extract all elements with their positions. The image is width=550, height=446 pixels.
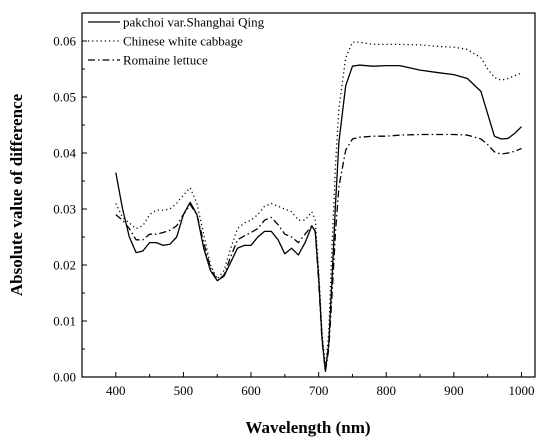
x-tick-label: 1000 <box>508 383 534 398</box>
y-tick-label: 0.06 <box>53 34 76 49</box>
x-axis-ticks: 400 500 600 700 800 900 1000 <box>81 372 534 398</box>
y-tick-label: 0.02 <box>53 258 76 273</box>
x-tick-label: 700 <box>309 383 329 398</box>
y-axis-title: Absolute value of difference <box>7 93 26 296</box>
y-tick-label: 0.05 <box>53 90 76 105</box>
series-line-1 <box>115 64 522 373</box>
series-line-3 <box>115 133 522 373</box>
y-tick-label: 0.01 <box>53 314 76 329</box>
y-tick-label: 0.04 <box>53 146 76 161</box>
x-tick-label: 900 <box>444 383 464 398</box>
x-tick-label: 400 <box>106 383 126 398</box>
y-tick-label: 0.03 <box>53 202 76 217</box>
legend-label: Chinese white cabbage <box>123 34 243 49</box>
legend: pakchoi var.Shanghai Qing Chinese white c… <box>88 15 265 68</box>
x-tick-label: 600 <box>241 383 261 398</box>
legend-label: pakchoi var.Shanghai Qing <box>123 15 265 30</box>
y-axis-ticks: 0.00 0.01 0.02 0.03 0.04 0.05 0.06 <box>53 34 87 385</box>
x-axis-title: Wavelength (nm) <box>245 418 370 437</box>
series-line-2 <box>115 41 522 370</box>
x-tick-label: 800 <box>377 383 397 398</box>
x-tick-label: 500 <box>174 383 194 398</box>
legend-label: Romaine lettuce <box>123 53 208 68</box>
plot-frame <box>81 12 536 378</box>
series-lines <box>115 41 522 373</box>
y-tick-label: 0.00 <box>53 370 76 385</box>
